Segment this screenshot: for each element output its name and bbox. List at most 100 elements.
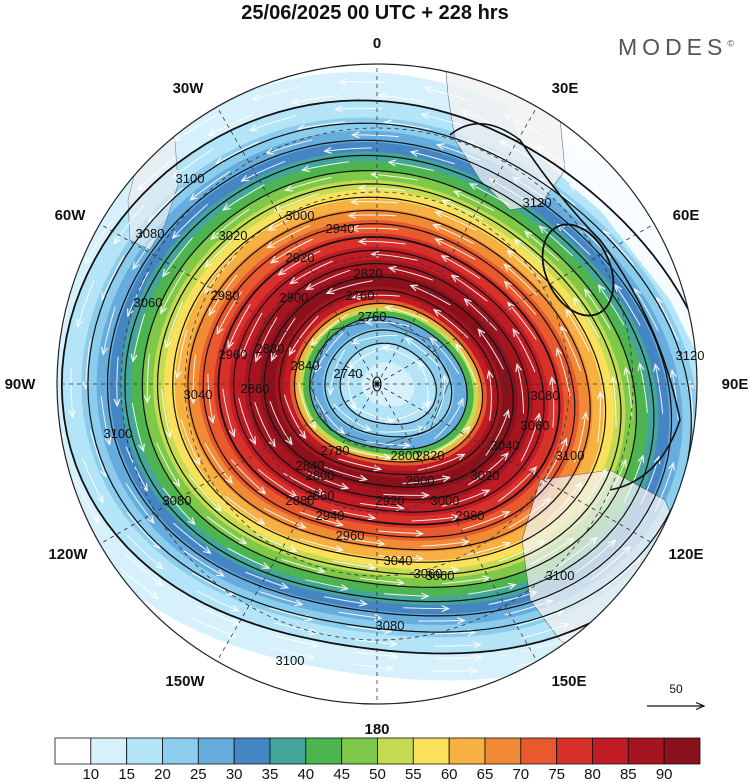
colorbar-label: 10 bbox=[82, 766, 99, 782]
colorbar-label: 55 bbox=[405, 766, 422, 782]
wind-arrow bbox=[287, 176, 332, 190]
wind-arrow bbox=[350, 215, 396, 216]
wind-arrow bbox=[259, 591, 302, 605]
contour-label: 3040 bbox=[384, 553, 413, 568]
wind-arrow bbox=[175, 148, 214, 176]
contour-label: 2900 bbox=[406, 473, 435, 488]
wind-arrow bbox=[156, 442, 179, 485]
wind-arrow bbox=[352, 202, 399, 203]
wind-arrow bbox=[103, 255, 125, 298]
longitude-label: 30W bbox=[173, 80, 205, 97]
longitude-label: 30E bbox=[552, 80, 579, 97]
contour-label: 2740 bbox=[334, 366, 363, 381]
wind-arrow bbox=[353, 334, 398, 343]
wind-arrow bbox=[640, 365, 648, 413]
reference-vector-label: 50 bbox=[669, 682, 683, 696]
wind-arrow bbox=[514, 178, 551, 203]
contour-label: 3120 bbox=[523, 195, 552, 210]
wind-arrow bbox=[508, 251, 542, 281]
longitude-label: 120E bbox=[668, 546, 703, 563]
wind-arrow bbox=[431, 339, 460, 375]
wind-arrow bbox=[515, 612, 563, 627]
wind-arrow bbox=[193, 354, 195, 402]
longitude-label: 90W bbox=[5, 376, 37, 393]
wind-arrow bbox=[126, 512, 159, 547]
contour-label: 3100 bbox=[104, 426, 133, 441]
contour-label: 2800 bbox=[391, 448, 420, 463]
wind-arrow bbox=[299, 121, 345, 129]
wind-arrow bbox=[521, 639, 569, 653]
wind-arrow bbox=[147, 353, 149, 401]
height-contour bbox=[263, 276, 514, 488]
wind-arrow bbox=[115, 204, 145, 243]
colorbar-label: 25 bbox=[190, 766, 207, 782]
colorbar-label: 65 bbox=[477, 766, 494, 782]
wind-arrow bbox=[341, 536, 383, 544]
wind-arrow bbox=[613, 378, 616, 428]
wind-arrow bbox=[561, 327, 581, 371]
colorbar-label: 45 bbox=[333, 766, 350, 782]
wind-arrow bbox=[275, 193, 320, 211]
contour-label: 2760 bbox=[358, 309, 387, 324]
latitude-circle bbox=[248, 255, 506, 513]
contour-label: 2880 bbox=[256, 341, 285, 356]
latitude-circle bbox=[120, 127, 634, 641]
wind-arrow bbox=[590, 548, 629, 581]
map-disc bbox=[41, 64, 697, 704]
wind-arrow bbox=[192, 617, 234, 636]
wind-arrow bbox=[41, 319, 49, 367]
height-contour bbox=[217, 236, 561, 526]
wind-arrow bbox=[479, 330, 504, 370]
colorbar-box bbox=[627, 737, 665, 765]
colorbar-box bbox=[126, 737, 163, 765]
wind-arrow bbox=[125, 446, 147, 490]
wind-arrow bbox=[417, 455, 464, 471]
wind-arrow bbox=[330, 349, 346, 394]
wind-arrow bbox=[360, 188, 406, 191]
wind-arrow bbox=[347, 448, 390, 458]
wind-arrow bbox=[577, 470, 605, 514]
wind-arrow bbox=[502, 142, 540, 164]
wind-arrow bbox=[442, 491, 488, 507]
contour-label: 3060 bbox=[414, 566, 443, 581]
wind-arrow bbox=[657, 299, 679, 342]
contour-label: 2920 bbox=[376, 493, 405, 508]
wind-arrow bbox=[654, 464, 673, 512]
longitude-label: 150W bbox=[165, 673, 205, 690]
wind-arrow bbox=[444, 201, 484, 220]
wind-arrow bbox=[433, 377, 445, 423]
wind-arrow bbox=[162, 487, 194, 524]
wind-arrow bbox=[603, 195, 636, 226]
wind-arrow bbox=[681, 313, 697, 358]
contour-label: 3080 bbox=[531, 388, 560, 403]
wind-arrow bbox=[172, 522, 209, 553]
wind-arrow bbox=[133, 313, 146, 361]
graticule bbox=[57, 64, 697, 704]
wind-arrow bbox=[188, 474, 221, 511]
contour-label: 3100 bbox=[276, 653, 305, 668]
contour-label: 2820 bbox=[416, 448, 445, 463]
wind-arrow bbox=[323, 466, 366, 480]
contour-label: 2880 bbox=[286, 493, 315, 508]
wind-arrow bbox=[623, 457, 643, 504]
wind-arrow bbox=[672, 371, 679, 421]
colorbar-label: 60 bbox=[441, 766, 458, 782]
longitude-labels: 0 30E 60E 90E 120E 150E 180 150W 120W 90W 60W 30W bbox=[5, 35, 749, 738]
wind-arrow bbox=[505, 282, 537, 315]
wind-arrow bbox=[529, 539, 573, 566]
contour-label: 3080 bbox=[376, 618, 405, 633]
wind-arrow bbox=[333, 403, 370, 430]
wind-arrow bbox=[274, 635, 317, 646]
wind-arrow bbox=[254, 86, 300, 99]
colorbar-box bbox=[233, 737, 271, 765]
wind-arrow bbox=[224, 184, 265, 210]
contour-label: 3060 bbox=[134, 295, 163, 310]
wind-arrow bbox=[554, 538, 596, 569]
longitude-label: 60W bbox=[55, 207, 87, 224]
wind-arrow bbox=[521, 624, 568, 639]
contour-label: 2840 bbox=[291, 358, 320, 373]
height-contour bbox=[202, 223, 576, 538]
meridian bbox=[376, 383, 655, 545]
wind-arrow bbox=[604, 232, 635, 266]
latitude-circle bbox=[312, 319, 442, 449]
